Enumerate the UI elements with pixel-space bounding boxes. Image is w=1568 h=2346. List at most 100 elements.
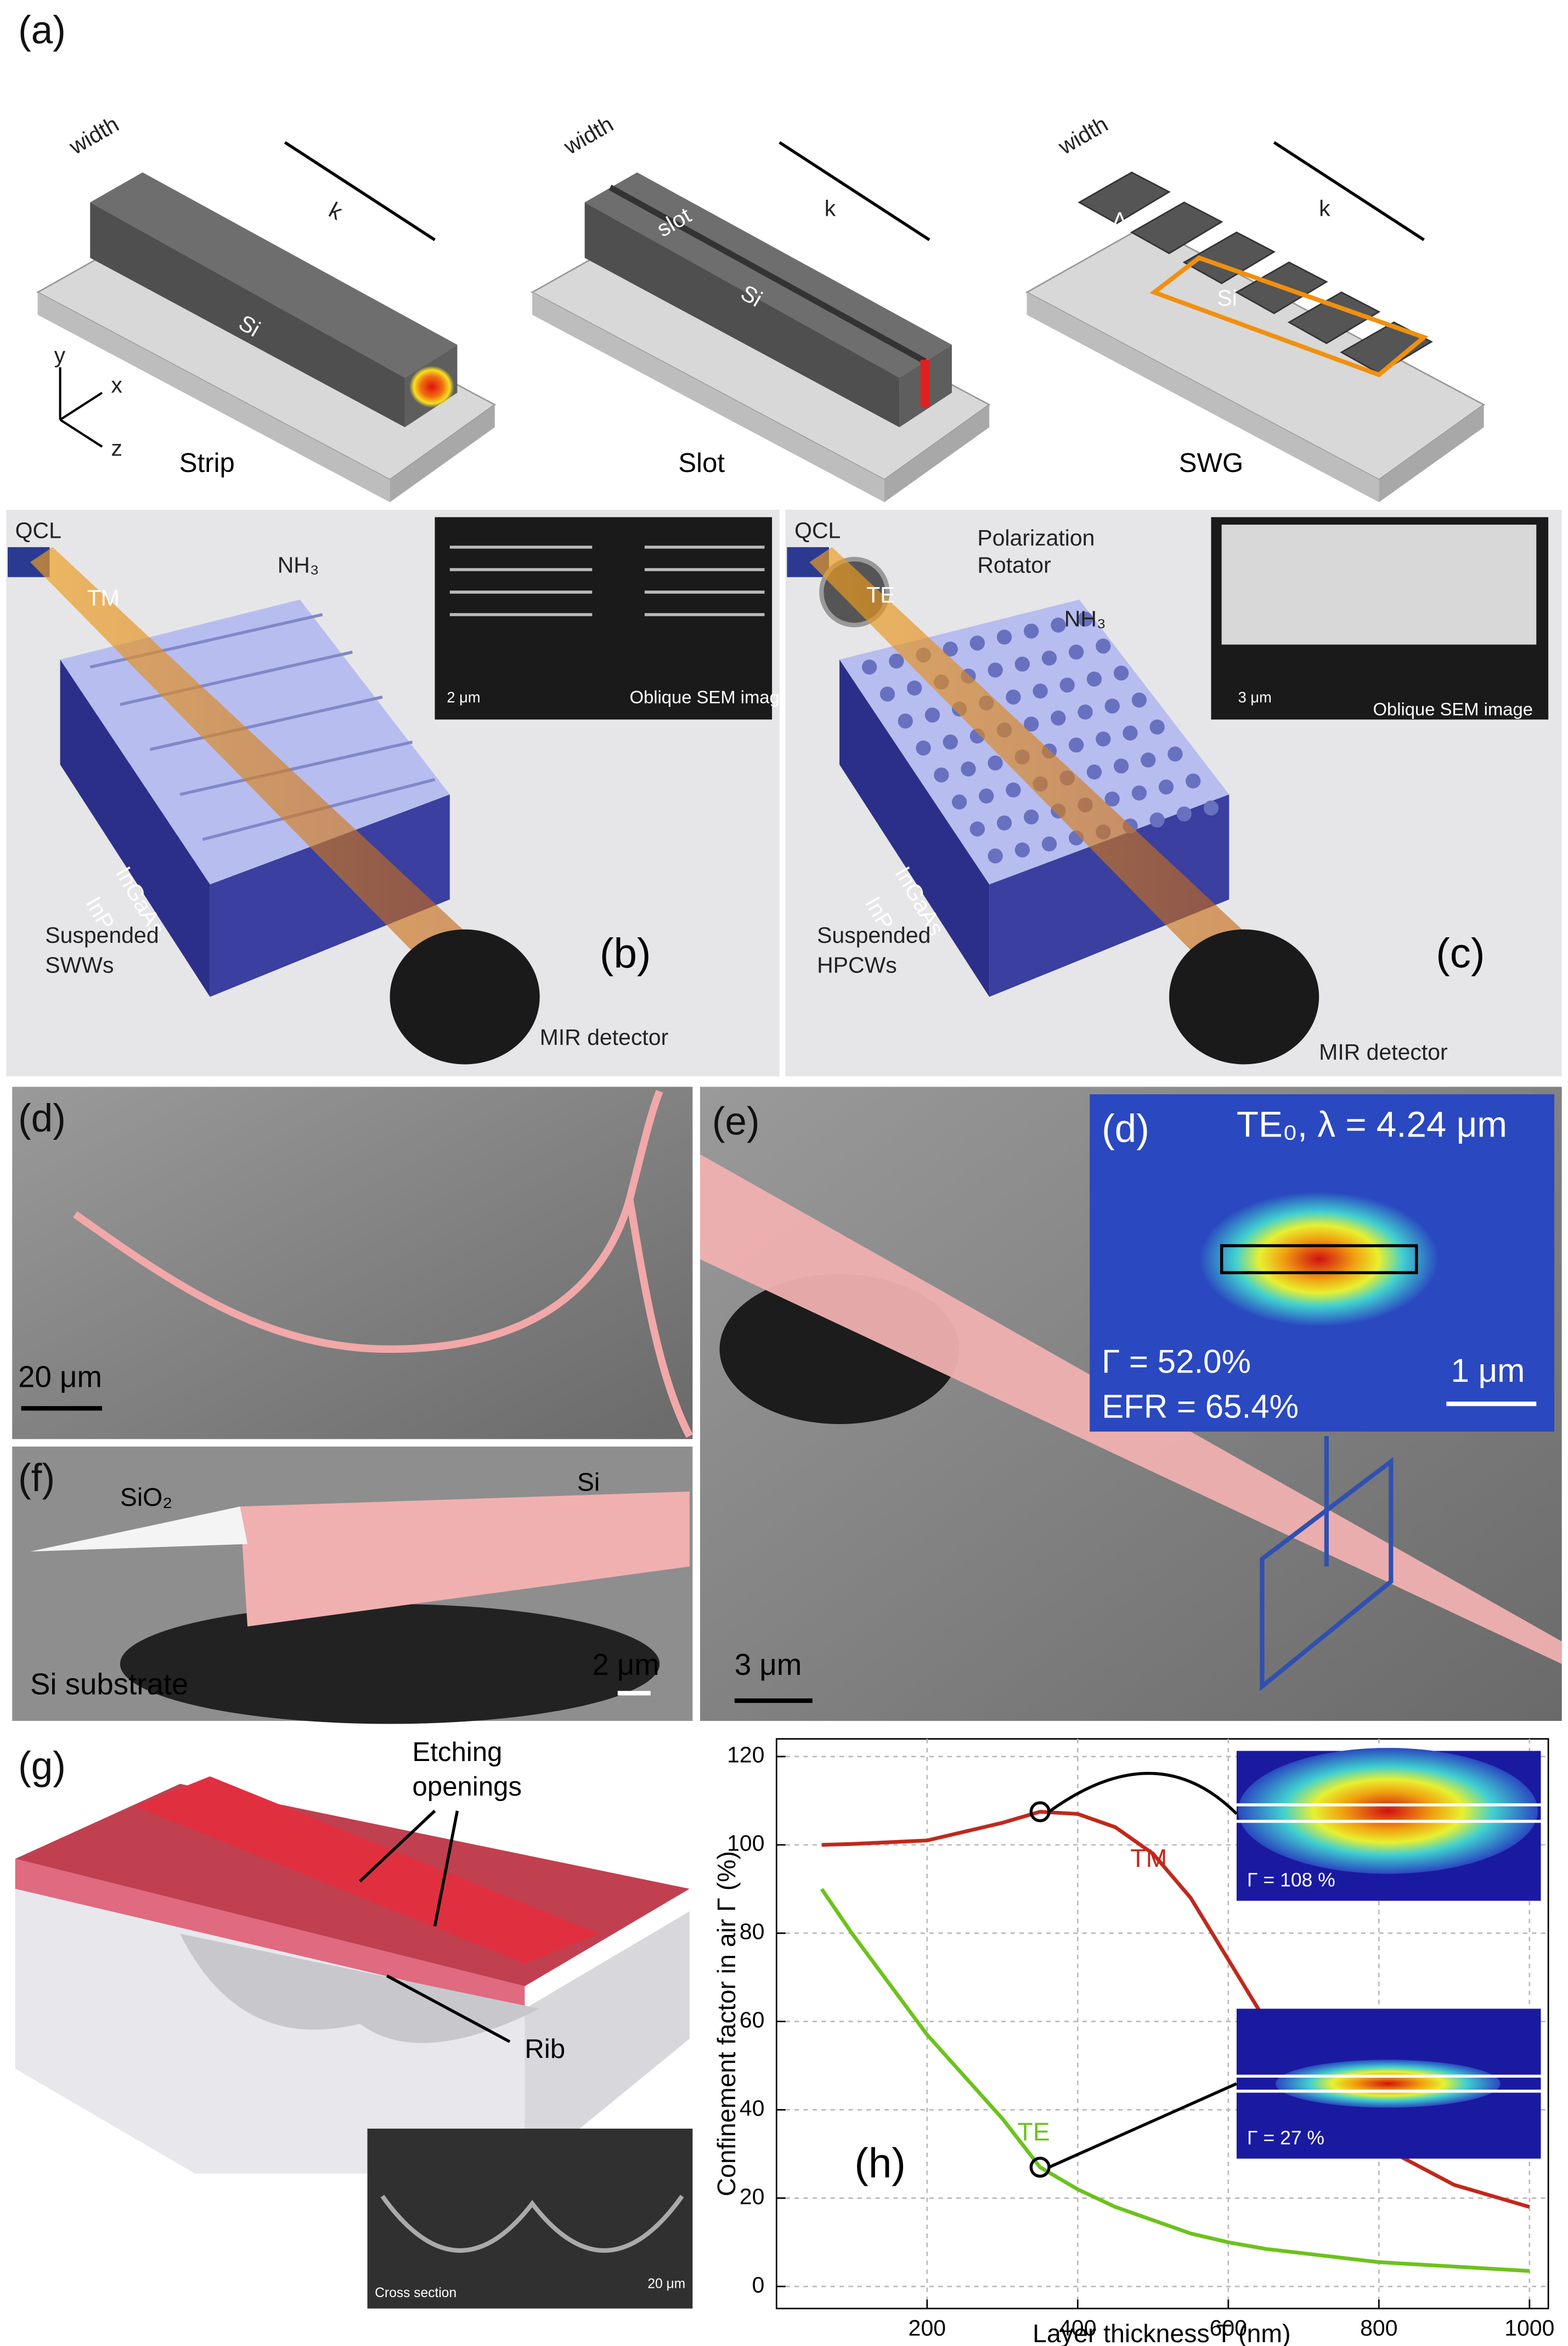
y-tick-label: 100 <box>727 1831 764 1856</box>
panel-f: (f) SiO₂ Si Si substrate 2 μm <box>12 1447 693 1724</box>
hole <box>1096 638 1111 654</box>
panel-a: (a) k k k width width width Si Si Si SiO… <box>18 9 1486 503</box>
hole <box>1149 719 1165 735</box>
k-arrow <box>779 141 930 241</box>
hole <box>961 761 976 777</box>
inset-label: (d) <box>1102 1107 1149 1151</box>
scale-label: 20 μm <box>647 2277 685 2292</box>
hole <box>1078 704 1093 720</box>
mode-label: TM <box>87 585 120 610</box>
waveguide-slot <box>531 172 991 503</box>
hole <box>969 635 985 651</box>
hole <box>996 629 1012 645</box>
detector-label: MIR detector <box>540 1025 669 1050</box>
source-label: QCL <box>15 518 61 543</box>
panel-label: (b) <box>600 930 651 977</box>
width-label: width <box>559 111 618 160</box>
hole <box>1041 836 1057 852</box>
hole <box>924 707 940 723</box>
hole <box>1141 752 1156 768</box>
hole <box>1086 671 1102 687</box>
hole <box>988 848 1003 864</box>
hole <box>988 662 1003 678</box>
gas-label: NH₃ <box>278 552 319 577</box>
panel-c: QCL TE Polarization Rotator NH₃ InGaAs I… <box>785 509 1562 1077</box>
hole <box>1069 644 1084 660</box>
mode-label: TE <box>866 582 895 607</box>
panel-label: (a) <box>18 9 66 52</box>
hole <box>1131 785 1147 801</box>
x-axis-label: Layer thickness T (nm) <box>1033 2319 1290 2346</box>
hole <box>1086 764 1102 780</box>
hole <box>1104 698 1120 714</box>
panel-g: (g) Etching openings Rib Cross section 2… <box>15 1737 693 2309</box>
inset-label: Γ = 27 % <box>1247 2126 1324 2148</box>
arrow <box>1048 2082 1238 2169</box>
hole <box>934 767 949 783</box>
wave-vector: k <box>1319 195 1330 221</box>
device-label: Suspended <box>45 922 159 948</box>
scale-label: 3 μm <box>1238 689 1272 706</box>
hole <box>1033 683 1048 699</box>
hole <box>1014 656 1030 672</box>
core-label: Si <box>577 1468 600 1497</box>
hole <box>1123 725 1138 741</box>
hole <box>943 642 958 657</box>
hole <box>1131 693 1147 708</box>
y-tick-label: 0 <box>752 2272 765 2297</box>
scale-label: 2 μm <box>592 1648 659 1681</box>
hole <box>1024 809 1039 825</box>
hole <box>1158 779 1174 795</box>
device-label: Suspended <box>817 922 930 948</box>
hole <box>951 794 967 810</box>
y-tick-label: 20 <box>740 2184 765 2209</box>
wave-vector: k <box>825 195 836 221</box>
sem-label: Oblique SEM image <box>630 687 789 707</box>
hole <box>996 815 1012 831</box>
hole <box>862 659 877 675</box>
hole <box>898 713 913 729</box>
panel-e: (e) 3 μm (d) TE₀, λ = 4.24 μm Γ = 52.0% … <box>700 1087 1562 1721</box>
hole <box>1051 710 1066 726</box>
hole <box>1051 617 1066 633</box>
waveguide-name: Strip <box>179 448 235 478</box>
x-tick-label: 600 <box>1210 2315 1247 2341</box>
hole <box>1176 806 1192 822</box>
axis-name: y <box>54 342 66 368</box>
hole <box>906 680 922 696</box>
oxide-label: SiO₂ <box>120 1483 172 1511</box>
hole <box>969 821 985 837</box>
panel-label: (g) <box>18 1745 66 1788</box>
panel-b: QCL TM NH₃ InGaAs InP Suspended SWWs (b)… <box>6 509 789 1077</box>
x-tick-label: 200 <box>909 2315 946 2341</box>
hole <box>916 740 931 756</box>
hole <box>979 788 994 804</box>
y-tick-label: 80 <box>740 1919 765 1944</box>
hole <box>1149 812 1165 828</box>
hole <box>988 755 1003 771</box>
hole <box>1041 650 1057 666</box>
substrate-label: Si substrate <box>30 1668 188 1701</box>
section-label: Cross section <box>375 2286 456 2300</box>
axes-icon <box>59 367 103 448</box>
hole <box>1024 716 1039 732</box>
x-tick-label: 800 <box>1360 2315 1397 2341</box>
hole <box>889 653 904 669</box>
axis-name: x <box>111 373 122 398</box>
k-arrow <box>284 141 436 241</box>
axis-name: z <box>111 435 122 460</box>
wave-vector: k <box>325 197 347 224</box>
device-label: HPCWs <box>817 953 897 978</box>
mode-label: TE₀, λ = 4.24 μm <box>1237 1104 1507 1144</box>
panel-label: (h) <box>854 2140 905 2186</box>
hole <box>943 734 958 750</box>
hole <box>1104 791 1120 807</box>
hole <box>1059 677 1075 693</box>
rib-label: Rib <box>524 2034 565 2064</box>
panel-label: (e) <box>712 1100 760 1143</box>
x-tick-label: 1000 <box>1504 2315 1554 2341</box>
hole <box>1006 689 1021 705</box>
y-tick-label: 40 <box>740 2095 765 2120</box>
